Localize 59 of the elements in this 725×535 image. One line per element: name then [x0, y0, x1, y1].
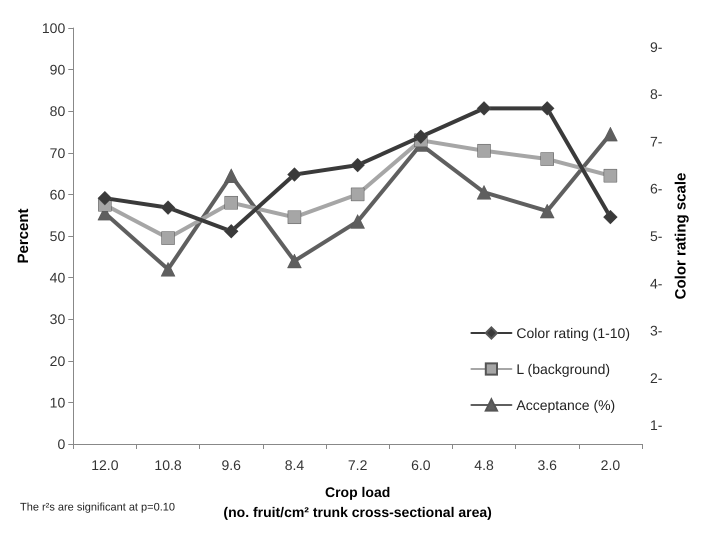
y2-tick-label: 8- — [650, 86, 663, 102]
point — [224, 224, 238, 239]
y-tick-label: 20 — [50, 352, 66, 369]
x-tick-label: 8.4 — [284, 457, 304, 473]
y-tick-label: 70 — [50, 144, 66, 161]
y2-tick-label: 3- — [650, 322, 663, 339]
point — [540, 152, 554, 166]
point — [350, 158, 365, 172]
point — [98, 190, 112, 206]
point — [540, 204, 554, 218]
point — [287, 254, 302, 268]
x-tick-label: 6.0 — [411, 457, 431, 473]
point — [350, 214, 365, 229]
point — [160, 262, 176, 277]
y-tick-label: 60 — [50, 186, 66, 202]
point — [540, 101, 554, 116]
point — [414, 129, 428, 144]
y-tick-label: 90 — [50, 62, 66, 78]
point — [477, 144, 491, 158]
y2-tick-label: 1- — [650, 417, 663, 434]
y-tick-label: 80 — [50, 103, 66, 120]
point — [287, 167, 302, 182]
point — [603, 126, 618, 142]
y2-tick-label: 9- — [650, 38, 663, 55]
y-axis-title: Percent — [15, 208, 32, 264]
x-tick-label: 3.6 — [537, 457, 558, 473]
y-tick-label: 0 — [57, 436, 66, 452]
point — [603, 210, 618, 224]
y2-tick-label: 2- — [650, 370, 663, 386]
y2-tick-label: 7- — [650, 133, 663, 150]
y2-tick-label: 6- — [650, 180, 663, 197]
point — [288, 210, 302, 224]
y-tick-label: 30 — [50, 311, 66, 328]
y2-axis-title: Color rating scale — [672, 172, 690, 300]
y-tick-label: 100 — [42, 20, 66, 36]
point — [476, 101, 492, 116]
x-axis-title: Crop load (no. fruit/cm² trunk cross-sectional area) — [223, 484, 492, 520]
point — [604, 168, 618, 182]
x-tick-label: 4.8 — [474, 457, 494, 473]
y-tick-label: 40 — [50, 270, 66, 286]
point — [161, 231, 175, 245]
legend-label: Acceptance (%) — [516, 397, 616, 413]
point — [476, 185, 492, 200]
x-tick-label: 9.6 — [222, 457, 242, 473]
point — [350, 188, 364, 202]
legend-label: Color rating (1-10) — [516, 325, 630, 341]
x-tick-label: 7.2 — [348, 457, 368, 473]
x-tick-label: 10.8 — [154, 457, 182, 473]
text: The r²s are significant at p=0.10 — [20, 502, 175, 514]
point — [160, 200, 176, 215]
point — [224, 168, 238, 183]
point — [224, 196, 238, 210]
y-tick-label: 50 — [50, 228, 66, 244]
y-tick-label: 10 — [50, 394, 66, 410]
legend-label: L (background) — [516, 361, 610, 377]
y2-tick-label: 4- — [650, 275, 663, 292]
x-tick-label: 2.0 — [600, 457, 620, 473]
x-tick-label: 12.0 — [91, 457, 119, 473]
y2-tick-label: 5- — [650, 228, 663, 244]
